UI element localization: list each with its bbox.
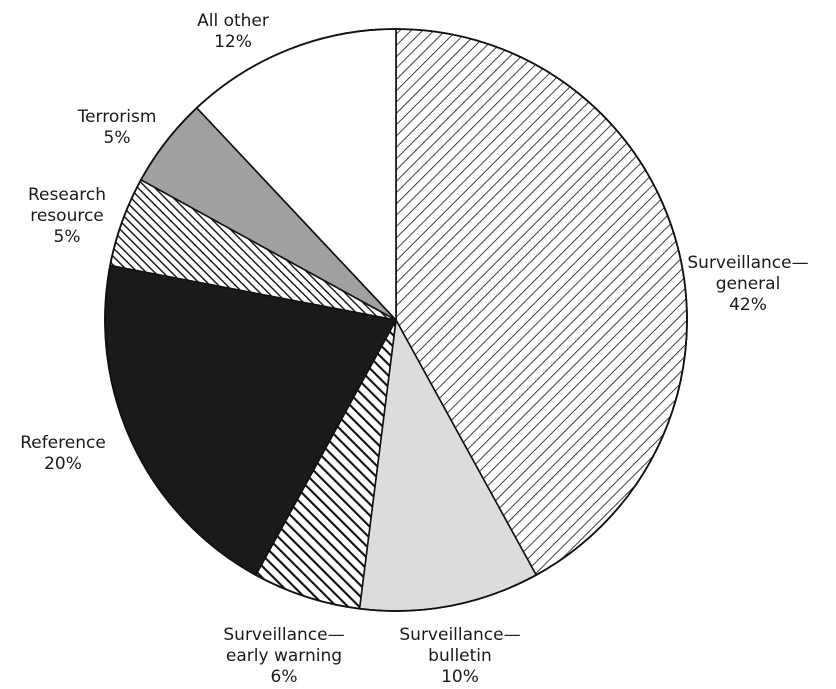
slice-label-surv-general: Surveillance— general 42% [687, 253, 808, 315]
slice-label-research: Research resource 5% [28, 185, 106, 247]
slice-label-reference: Reference 20% [20, 433, 106, 474]
slice-name-label: Surveillance— [399, 625, 520, 645]
slice-value-label: 20% [44, 454, 82, 474]
slice-name-label: Research [28, 185, 106, 205]
slice-label-surv-early: Surveillance— early warning 6% [223, 625, 344, 687]
slice-name-label: resource [30, 206, 104, 226]
slice-value-label: 12% [214, 32, 252, 52]
slice-name-label: Surveillance— [687, 253, 808, 273]
slice-label-all-other: All other 12% [197, 11, 269, 52]
slice-value-label: 5% [54, 227, 81, 247]
slice-value-label: 5% [104, 128, 131, 148]
slice-value-label: 6% [271, 667, 298, 687]
slice-name-label: bulletin [428, 646, 492, 666]
pie-labels: Surveillance— general 42%Surveillance— bull… [20, 11, 808, 687]
slice-value-label: 10% [441, 667, 479, 687]
slice-name-label: early warning [226, 646, 342, 666]
slice-value-label: 42% [729, 295, 767, 315]
slice-label-surv-bulletin: Surveillance— bulletin 10% [399, 625, 520, 687]
slice-label-terrorism: Terrorism 5% [77, 107, 157, 148]
pie-outline [104, 28, 688, 612]
slice-name-label: Surveillance— [223, 625, 344, 645]
slice-name-label: All other [197, 11, 269, 31]
slice-name-label: Reference [20, 433, 106, 453]
slice-name-label: general [716, 274, 781, 294]
pie-slices [104, 28, 688, 612]
slice-name-label: Terrorism [77, 107, 157, 127]
